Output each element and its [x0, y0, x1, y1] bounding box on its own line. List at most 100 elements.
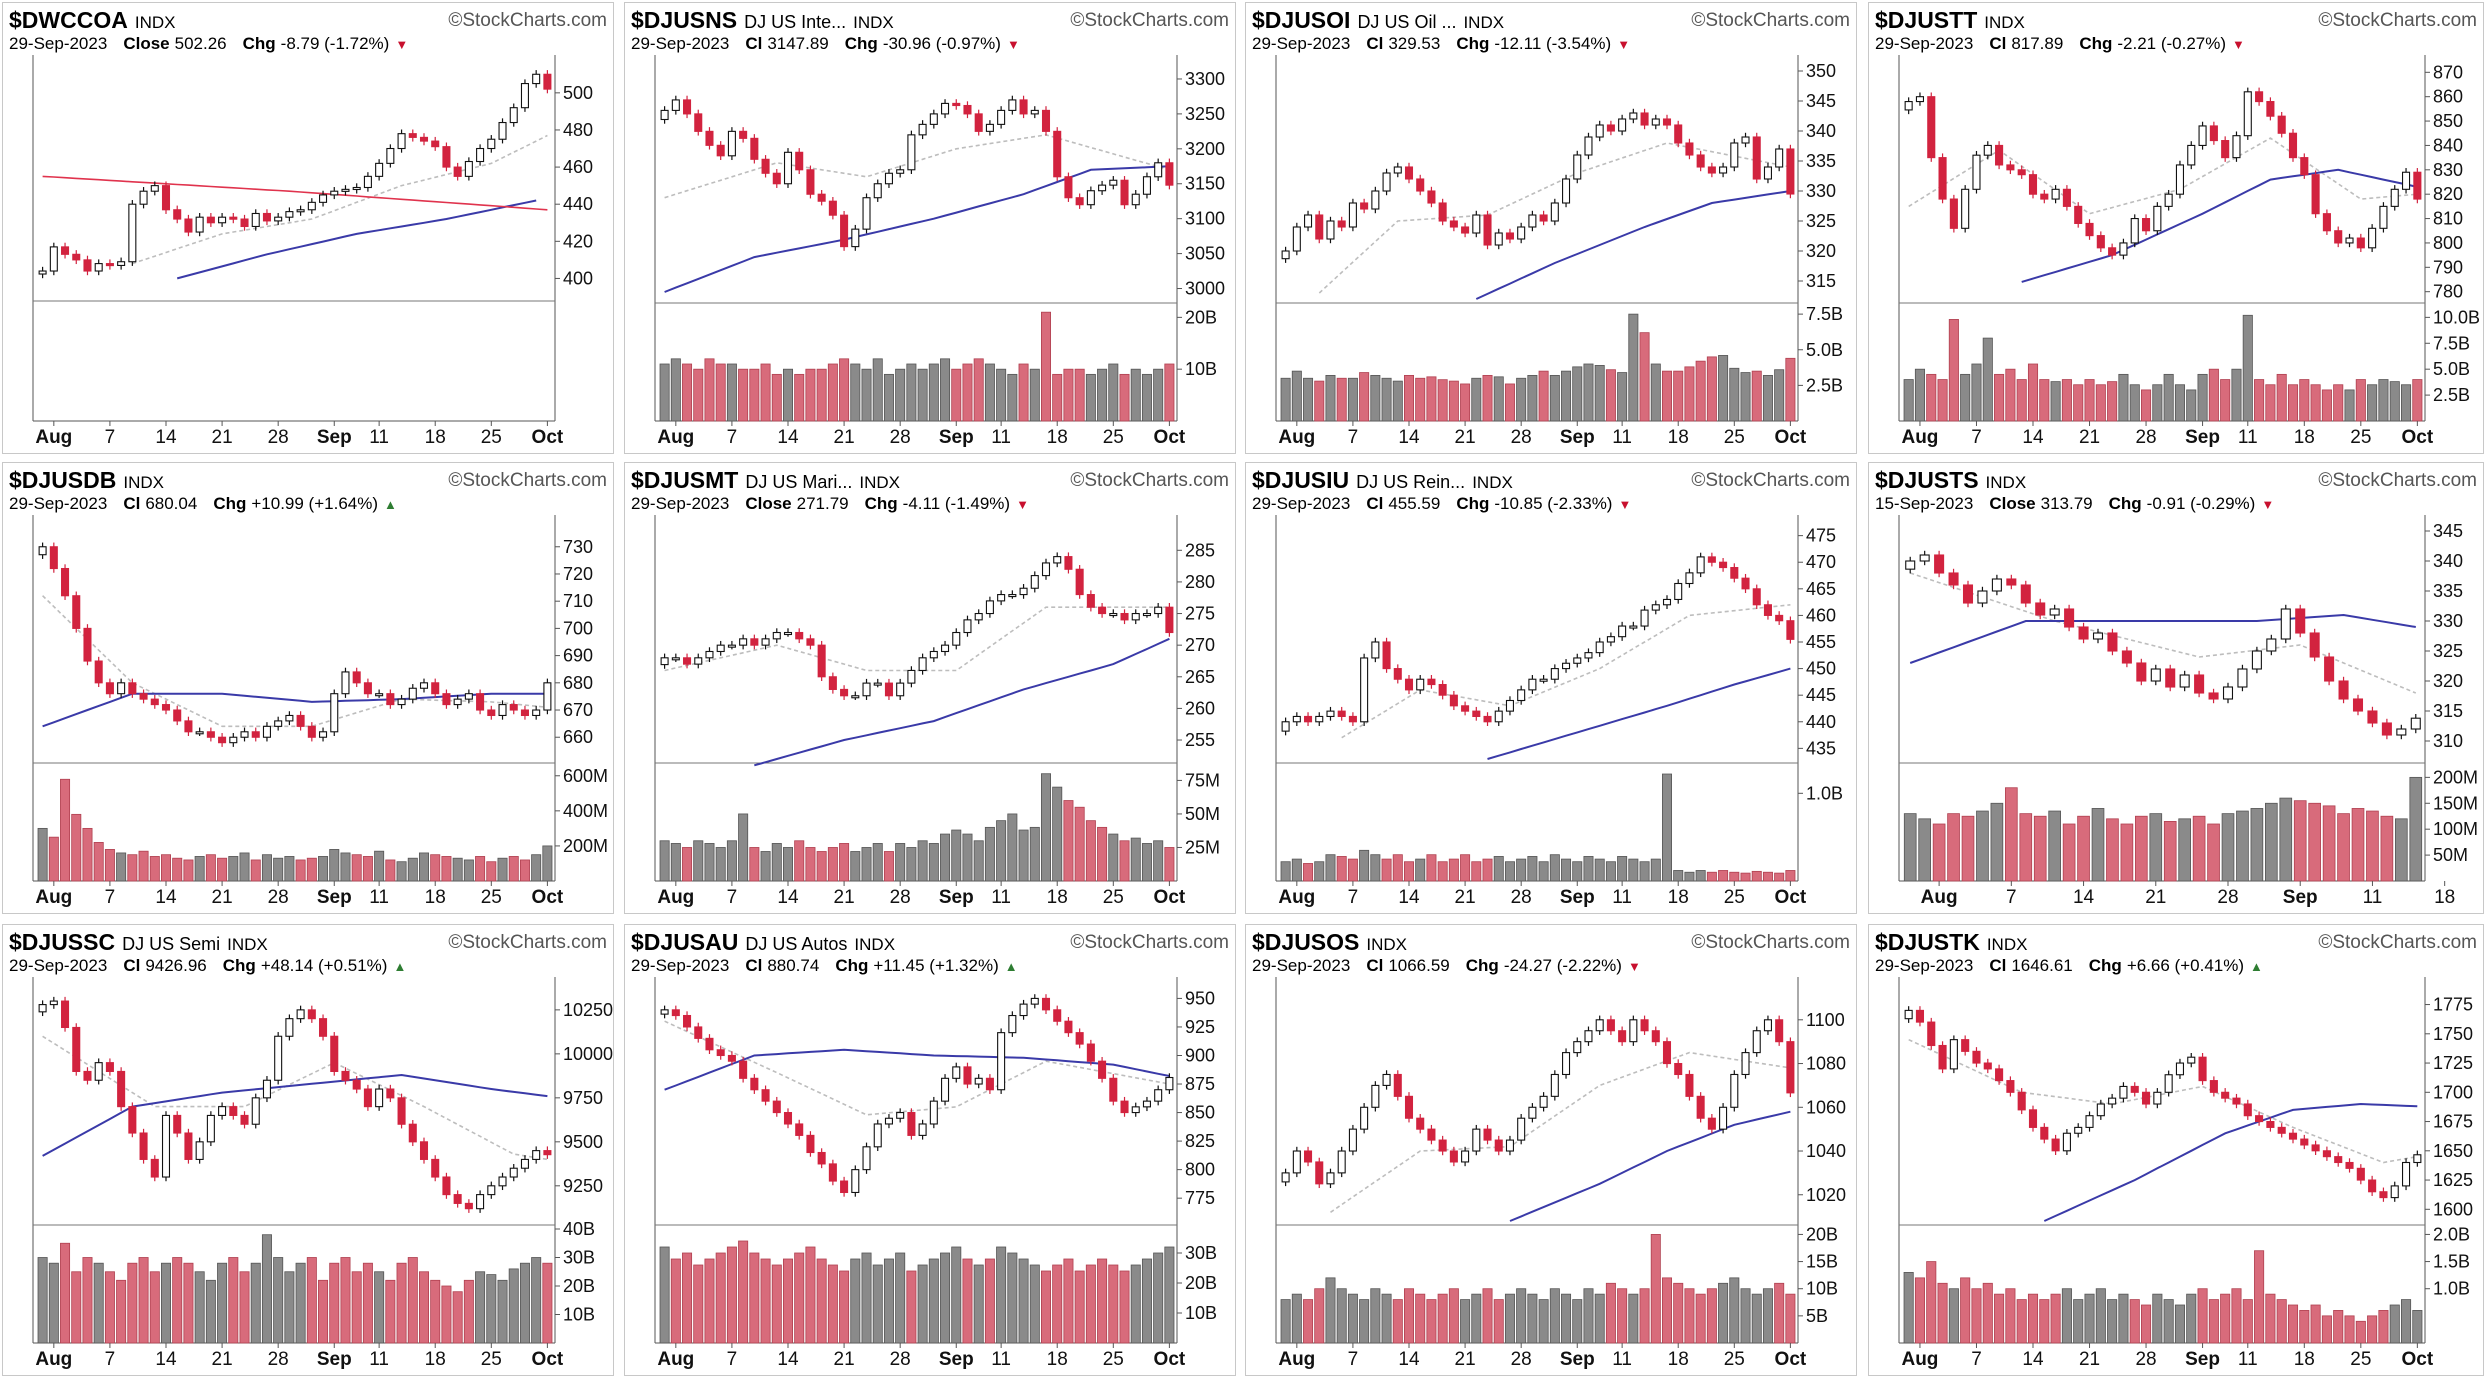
quote-date: 29-Sep-2023 — [1252, 34, 1351, 53]
volume-bar — [2174, 384, 2185, 422]
y-tick-label: 810 — [2433, 209, 2463, 229]
volume-bar — [1007, 373, 1018, 422]
chart-canvas[interactable]: 780 790 800 810 820 830 840 850 860 870 2.5B 5.0B 7.… — [1869, 3, 2484, 454]
candle — [139, 187, 148, 209]
volume-bar — [839, 358, 850, 422]
candle — [795, 148, 804, 174]
candle — [1651, 114, 1660, 130]
candle — [464, 1199, 473, 1213]
volume-bar — [1018, 829, 1029, 882]
candle — [1539, 210, 1548, 226]
candle — [1461, 222, 1470, 238]
y-tick-label: 925 — [1185, 1017, 1215, 1037]
volume-bar — [951, 1246, 962, 1344]
triangle-down-icon: ▼ — [2261, 497, 2275, 512]
volume-bar — [2236, 810, 2249, 882]
change-value: -12.11 (-3.54%) — [1494, 34, 1612, 53]
chart-canvas[interactable]: 3000 3050 3100 3150 3200 3250 3300 10B 20B Aug 7 14… — [625, 3, 1236, 454]
volume-bar — [2197, 1288, 2208, 1344]
volume-tick-label: 5.0B — [1806, 340, 1843, 360]
volume-bar — [2308, 802, 2321, 882]
volume-bar — [1085, 373, 1096, 422]
volume-bar — [715, 1252, 726, 1344]
chart-canvas[interactable]: 400 420 440 460 480 500 Aug 7 14 21 28 Sep 11 18 25 Oct — [3, 3, 614, 454]
candle — [1977, 586, 1988, 608]
candle — [2209, 121, 2218, 145]
volume-bar — [1153, 840, 1164, 882]
volume-bar — [973, 358, 984, 422]
candle — [1905, 556, 1916, 574]
chart-panel[interactable]: 400 420 440 460 480 500 Aug 7 14 21 28 Sep 11 18 25 Oct… — [2, 2, 614, 454]
chart-canvas[interactable]: 315 320 325 330 335 340 345 350 2.5B 5.0B 7.5B Aug 7… — [1246, 3, 1857, 454]
chart-panel[interactable]: 780 790 800 810 820 830 840 850 860 870 2.5B 5.0B 7.… — [1868, 2, 2484, 454]
x-tick-label: 11 — [369, 1349, 389, 1370]
candle — [1382, 1070, 1391, 1090]
chart-canvas[interactable]: 435440445450455460465470475500M1.0BAug71… — [1246, 463, 1857, 914]
volume-bar — [1303, 863, 1314, 882]
candle — [1053, 127, 1062, 181]
candle — [1075, 565, 1084, 599]
chart-panel[interactable]: 660 670 680 690 700 710 720 730 200M 400M 600M Aug 7… — [2, 462, 614, 914]
volume-bar — [1971, 1288, 1982, 1344]
volume-bar — [693, 840, 704, 882]
chart-panel[interactable]: 435440445450455460465470475500M1.0BAug71… — [1245, 462, 1857, 914]
chart-panel[interactable]: 16001625165016751700172517501775500M1.0B… — [1868, 924, 2484, 1376]
volume-bar — [2367, 384, 2378, 422]
chart-canvas[interactable]: 1020 1040 1060 1080 1100 5B 10B 15B 20B Aug 7 14 21 2… — [1246, 925, 1857, 1376]
chart-panel[interactable]: 255 260 265 270 275 280 285 25M 50M 75M Aug 7 14 21 28… — [624, 462, 1236, 914]
x-tick-label: 28 — [2135, 1349, 2156, 1370]
volume-bar — [2299, 379, 2310, 422]
y-tick-label: 345 — [1806, 91, 1836, 111]
candle — [896, 1108, 905, 1123]
volume-bar — [816, 368, 827, 422]
candle — [2237, 664, 2248, 692]
x-tick-label: 7 — [1348, 887, 1359, 908]
volume-tick-label: 20B — [1185, 307, 1217, 327]
candle — [150, 1155, 159, 1182]
chart-panel[interactable]: 1020 1040 1060 1080 1100 5B 10B 15B 20B Aug 7 14 21 2… — [1245, 924, 1857, 1376]
chart-canvas[interactable]: 775 800 825 850 875 900 925 950 10B 20B 30B Aug 7 14 2… — [625, 925, 1236, 1376]
volume-bar — [475, 1271, 486, 1344]
chart-canvas[interactable]: 310 315 320 325 330 335 340 345 50M 100M 150M 200M A… — [1869, 463, 2484, 914]
candle — [1438, 198, 1447, 226]
chart-panel[interactable]: 9250 9500 9750 10000 10250 10B 20B 30B 40B Aug 7 14… — [2, 924, 614, 1376]
candle — [1539, 1092, 1548, 1112]
chart-canvas[interactable]: 255 260 265 270 275 280 285 25M 50M 75M Aug 7 14 21 28… — [625, 463, 1236, 914]
quote-date: 29-Sep-2023 — [631, 494, 730, 513]
candle — [1606, 1015, 1615, 1035]
chart-panel[interactable]: 315 320 325 330 335 340 345 350 2.5B 5.0B 7.5B Aug 7… — [1245, 2, 1857, 454]
candle — [285, 1014, 294, 1041]
volume-tick-label: 2.0B — [2433, 1224, 2470, 1244]
triangle-down-icon: ▼ — [2232, 37, 2245, 52]
volume-bar — [2254, 1250, 2265, 1344]
candle — [2141, 214, 2151, 235]
chart-canvas[interactable]: 16001625165016751700172517501775500M1.0B… — [1869, 925, 2484, 1376]
sma-short-line — [1330, 1051, 1791, 1213]
candle — [173, 205, 182, 224]
chart-panel[interactable]: 3000 3050 3100 3150 3200 3250 3300 10B 20B Aug 7 14… — [624, 2, 1236, 454]
volume-bar — [2321, 1315, 2332, 1344]
candle — [307, 1005, 316, 1023]
chart-canvas[interactable]: 9250 9500 9750 10000 10250 10B 20B 30B 40B Aug 7 14… — [3, 925, 614, 1376]
chart-canvas[interactable]: 660 670 680 690 700 710 720 730 200M 400M 600M Aug 7… — [3, 463, 614, 914]
chart-panel[interactable]: 775 800 825 850 875 900 925 950 10B 20B 30B Aug 7 14 2… — [624, 924, 1236, 1376]
candle — [1775, 611, 1784, 625]
volume-bar — [2118, 1293, 2129, 1344]
y-tick-label: 460 — [563, 157, 593, 177]
candle — [2121, 646, 2132, 668]
volume-bar — [2366, 810, 2379, 882]
close-label: Cl — [123, 956, 141, 975]
volume-bar — [1990, 802, 2004, 882]
candle — [1995, 1064, 2004, 1085]
volume-bar — [2095, 384, 2106, 422]
volume-bar — [1718, 355, 1729, 422]
volume-bar — [1007, 1252, 1018, 1344]
volume-bar — [682, 1252, 693, 1344]
candle — [2175, 160, 2185, 199]
chart-panel[interactable]: 310 315 320 325 330 335 340 345 50M 100M 150M 200M A… — [1868, 462, 2484, 914]
y-tick-label: 1650 — [2433, 1141, 2473, 1161]
volume-bar — [861, 1252, 872, 1344]
candle — [2175, 1058, 2185, 1079]
volume-bar — [1948, 1288, 1959, 1344]
volume-bar — [1639, 861, 1650, 882]
